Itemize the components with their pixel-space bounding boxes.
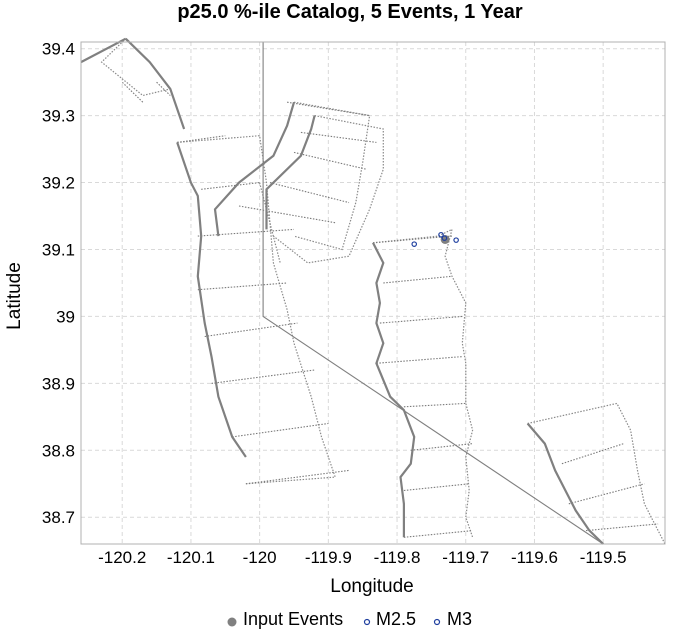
zone-line xyxy=(383,275,453,284)
x-tick-label: -119.7 xyxy=(442,548,489,567)
x-tick-label: -119.8 xyxy=(374,548,421,567)
x-tick-label: -119.6 xyxy=(511,548,558,567)
fault-trace xyxy=(80,37,127,64)
zone-line xyxy=(403,402,466,408)
legend-marker-input-events xyxy=(227,617,237,627)
zone-line xyxy=(156,81,171,96)
zone-line xyxy=(403,530,473,538)
marker-m3 xyxy=(441,235,448,241)
zone-line xyxy=(204,322,298,338)
y-tick-labels: 39.4 39.3 39.2 39.1 39 38.9 38.8 38.7 xyxy=(42,40,75,528)
zone-line xyxy=(585,523,659,532)
zone-line xyxy=(269,182,350,204)
marker-m2-5 xyxy=(411,241,418,247)
y-tick-label: 38.8 xyxy=(42,441,75,460)
x-tick-label: -120.1 xyxy=(167,548,215,567)
marker-m2-5 xyxy=(453,237,459,243)
zone-outline xyxy=(100,38,171,97)
grid-lines xyxy=(81,42,665,544)
zone-line xyxy=(403,483,470,492)
zone-line xyxy=(201,182,260,190)
zone-line xyxy=(300,131,377,143)
zone-line xyxy=(121,81,144,103)
marker-m2-5 xyxy=(438,231,444,238)
y-tick-label: 39.1 xyxy=(42,240,75,259)
legend-label-m3: M3 xyxy=(447,609,472,629)
y-tick-label: 39 xyxy=(56,307,75,326)
legend-marker-m2-5 xyxy=(363,618,371,626)
zone-line xyxy=(287,101,370,117)
fault-trace xyxy=(213,101,296,237)
fault-trace xyxy=(265,115,316,230)
zone-line xyxy=(177,135,226,143)
x-axis-label: Longitude xyxy=(330,576,413,597)
x-tick-labels: -120.2 -120.1 -120 -119.9 -119.8 -119.7 -119.6… xyxy=(98,548,627,567)
legend-marker-m3 xyxy=(433,618,441,626)
y-axis-label: Latitude xyxy=(4,262,25,330)
zone-outline xyxy=(259,182,281,264)
x-tick-label: -120 xyxy=(243,548,277,567)
event-markers xyxy=(411,231,459,247)
zone-outline xyxy=(273,115,384,264)
zone-outline xyxy=(177,135,337,485)
zone-outline xyxy=(293,101,371,251)
zone-line xyxy=(376,356,463,364)
fault-trace xyxy=(176,142,247,458)
zone-line xyxy=(245,469,350,485)
fault-trace xyxy=(124,37,186,130)
zone-line xyxy=(293,151,367,170)
y-tick-label: 39.4 xyxy=(42,40,75,59)
legend-label-input-events: Input Events xyxy=(243,609,343,629)
fault-trace xyxy=(262,42,604,545)
plot-frame xyxy=(80,41,666,545)
zone-line xyxy=(232,422,329,438)
zone-outline xyxy=(527,402,666,545)
y-tick-label: 38.7 xyxy=(42,508,75,527)
zone-line xyxy=(410,443,473,451)
y-tick-label: 39.3 xyxy=(42,107,75,126)
zone-line xyxy=(197,282,288,291)
zone-line xyxy=(379,315,463,324)
zone-line xyxy=(238,205,336,224)
x-tick-label: -120.2 xyxy=(98,548,146,567)
chart-title: p25.0 %-ile Catalog, 5 Events, 1 Year xyxy=(177,1,523,23)
fault-zones xyxy=(80,37,666,545)
fault-trace xyxy=(372,242,416,538)
zone-line xyxy=(561,443,624,465)
zone-line xyxy=(211,369,315,384)
x-tick-label: -119.5 xyxy=(580,548,627,567)
zone-line xyxy=(568,483,645,505)
y-tick-label: 39.2 xyxy=(42,174,75,193)
fault-trace xyxy=(526,422,604,545)
zone-line xyxy=(372,235,453,244)
x-tick-label: -119.9 xyxy=(305,548,352,567)
y-tick-label: 38.9 xyxy=(42,374,75,393)
legend: Input Events M2.5 M3 xyxy=(227,609,472,629)
zone-line xyxy=(197,228,295,237)
zone-outline xyxy=(372,228,474,538)
legend-label-m2-5: M2.5 xyxy=(376,609,416,629)
